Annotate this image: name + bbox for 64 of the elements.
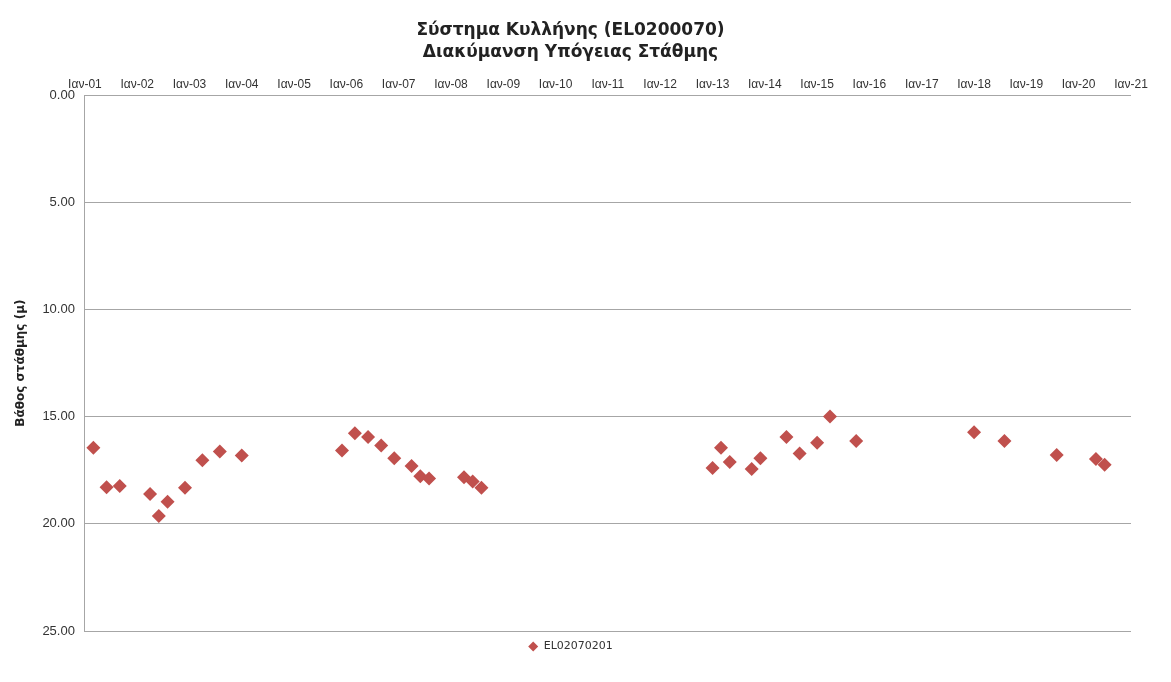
y-axis-title: Βάθος στάθμης (μ)	[13, 299, 28, 427]
point	[1049, 448, 1064, 463]
x-tick-label: Ιαν-04	[224, 77, 259, 92]
point	[422, 471, 437, 486]
x-tick-label: Ιαν-03	[172, 77, 207, 92]
y-tick-label: 10.00	[42, 301, 75, 317]
point	[212, 444, 227, 459]
legend-label: EL02070201	[543, 639, 613, 653]
point	[753, 451, 768, 466]
point	[99, 480, 114, 495]
point	[1097, 457, 1112, 472]
x-tick-label: Ιαν-09	[486, 77, 521, 92]
chart-title: Σύστημα Κυλλήνης (EL0200070)	[416, 18, 725, 39]
y-tick-label: 5.00	[49, 193, 75, 209]
x-tick-label: Ιαν-02	[120, 77, 155, 92]
x-tick-label: Ιαν-13	[695, 77, 730, 92]
point	[792, 446, 807, 461]
point	[823, 409, 837, 424]
point	[997, 433, 1012, 448]
y-tick-label: 25.00	[42, 622, 75, 638]
point	[143, 487, 158, 502]
x-tick-label: Ιαν-20	[1061, 77, 1096, 92]
x-tick-label: Ιαν-18	[957, 77, 992, 92]
point	[714, 440, 729, 455]
point	[849, 433, 864, 448]
x-tick-label: Ιαν-11	[591, 77, 625, 92]
x-tick-label: Ιαν-16	[852, 77, 887, 92]
x-tick-label: Ιαν-06	[329, 77, 364, 92]
point	[810, 435, 825, 450]
x-tick-label: Ιαν-17	[904, 77, 939, 92]
point	[744, 461, 759, 476]
x-tick-label: Ιαν-08	[434, 77, 469, 92]
x-tick-label: Ιαν-12	[643, 77, 678, 92]
x-tick-label: Ιαν-05	[277, 77, 312, 92]
point	[722, 455, 737, 470]
point	[1088, 451, 1103, 466]
point	[112, 478, 127, 493]
chart-subtitle: Διακύμανση Υπόγειας Στάθμης	[422, 41, 719, 62]
point	[779, 430, 794, 445]
x-tick-label: Ιαν-07	[381, 77, 416, 92]
x-tick-label: Ιαν-10	[538, 77, 573, 92]
point	[347, 426, 362, 441]
x-tick-label: Ιαν-19	[1009, 77, 1044, 92]
point	[465, 474, 480, 489]
point	[387, 451, 402, 466]
point	[705, 460, 720, 475]
point	[195, 453, 210, 468]
point	[456, 470, 471, 485]
x-tick-label: Ιαν-21	[1114, 77, 1149, 92]
y-tick-label: 15.00	[42, 408, 75, 424]
point	[151, 509, 166, 524]
x-tick-label: Ιαν-14	[748, 77, 782, 92]
point	[374, 438, 389, 453]
point	[234, 448, 249, 463]
x-tick-label: Ιαν-15	[800, 77, 835, 92]
point	[404, 458, 419, 473]
point	[361, 430, 376, 445]
point	[178, 480, 193, 495]
point	[967, 425, 982, 440]
point	[160, 494, 175, 509]
y-tick-label: 20.00	[42, 515, 75, 531]
point	[334, 443, 349, 458]
point	[86, 440, 101, 455]
point	[474, 480, 489, 495]
